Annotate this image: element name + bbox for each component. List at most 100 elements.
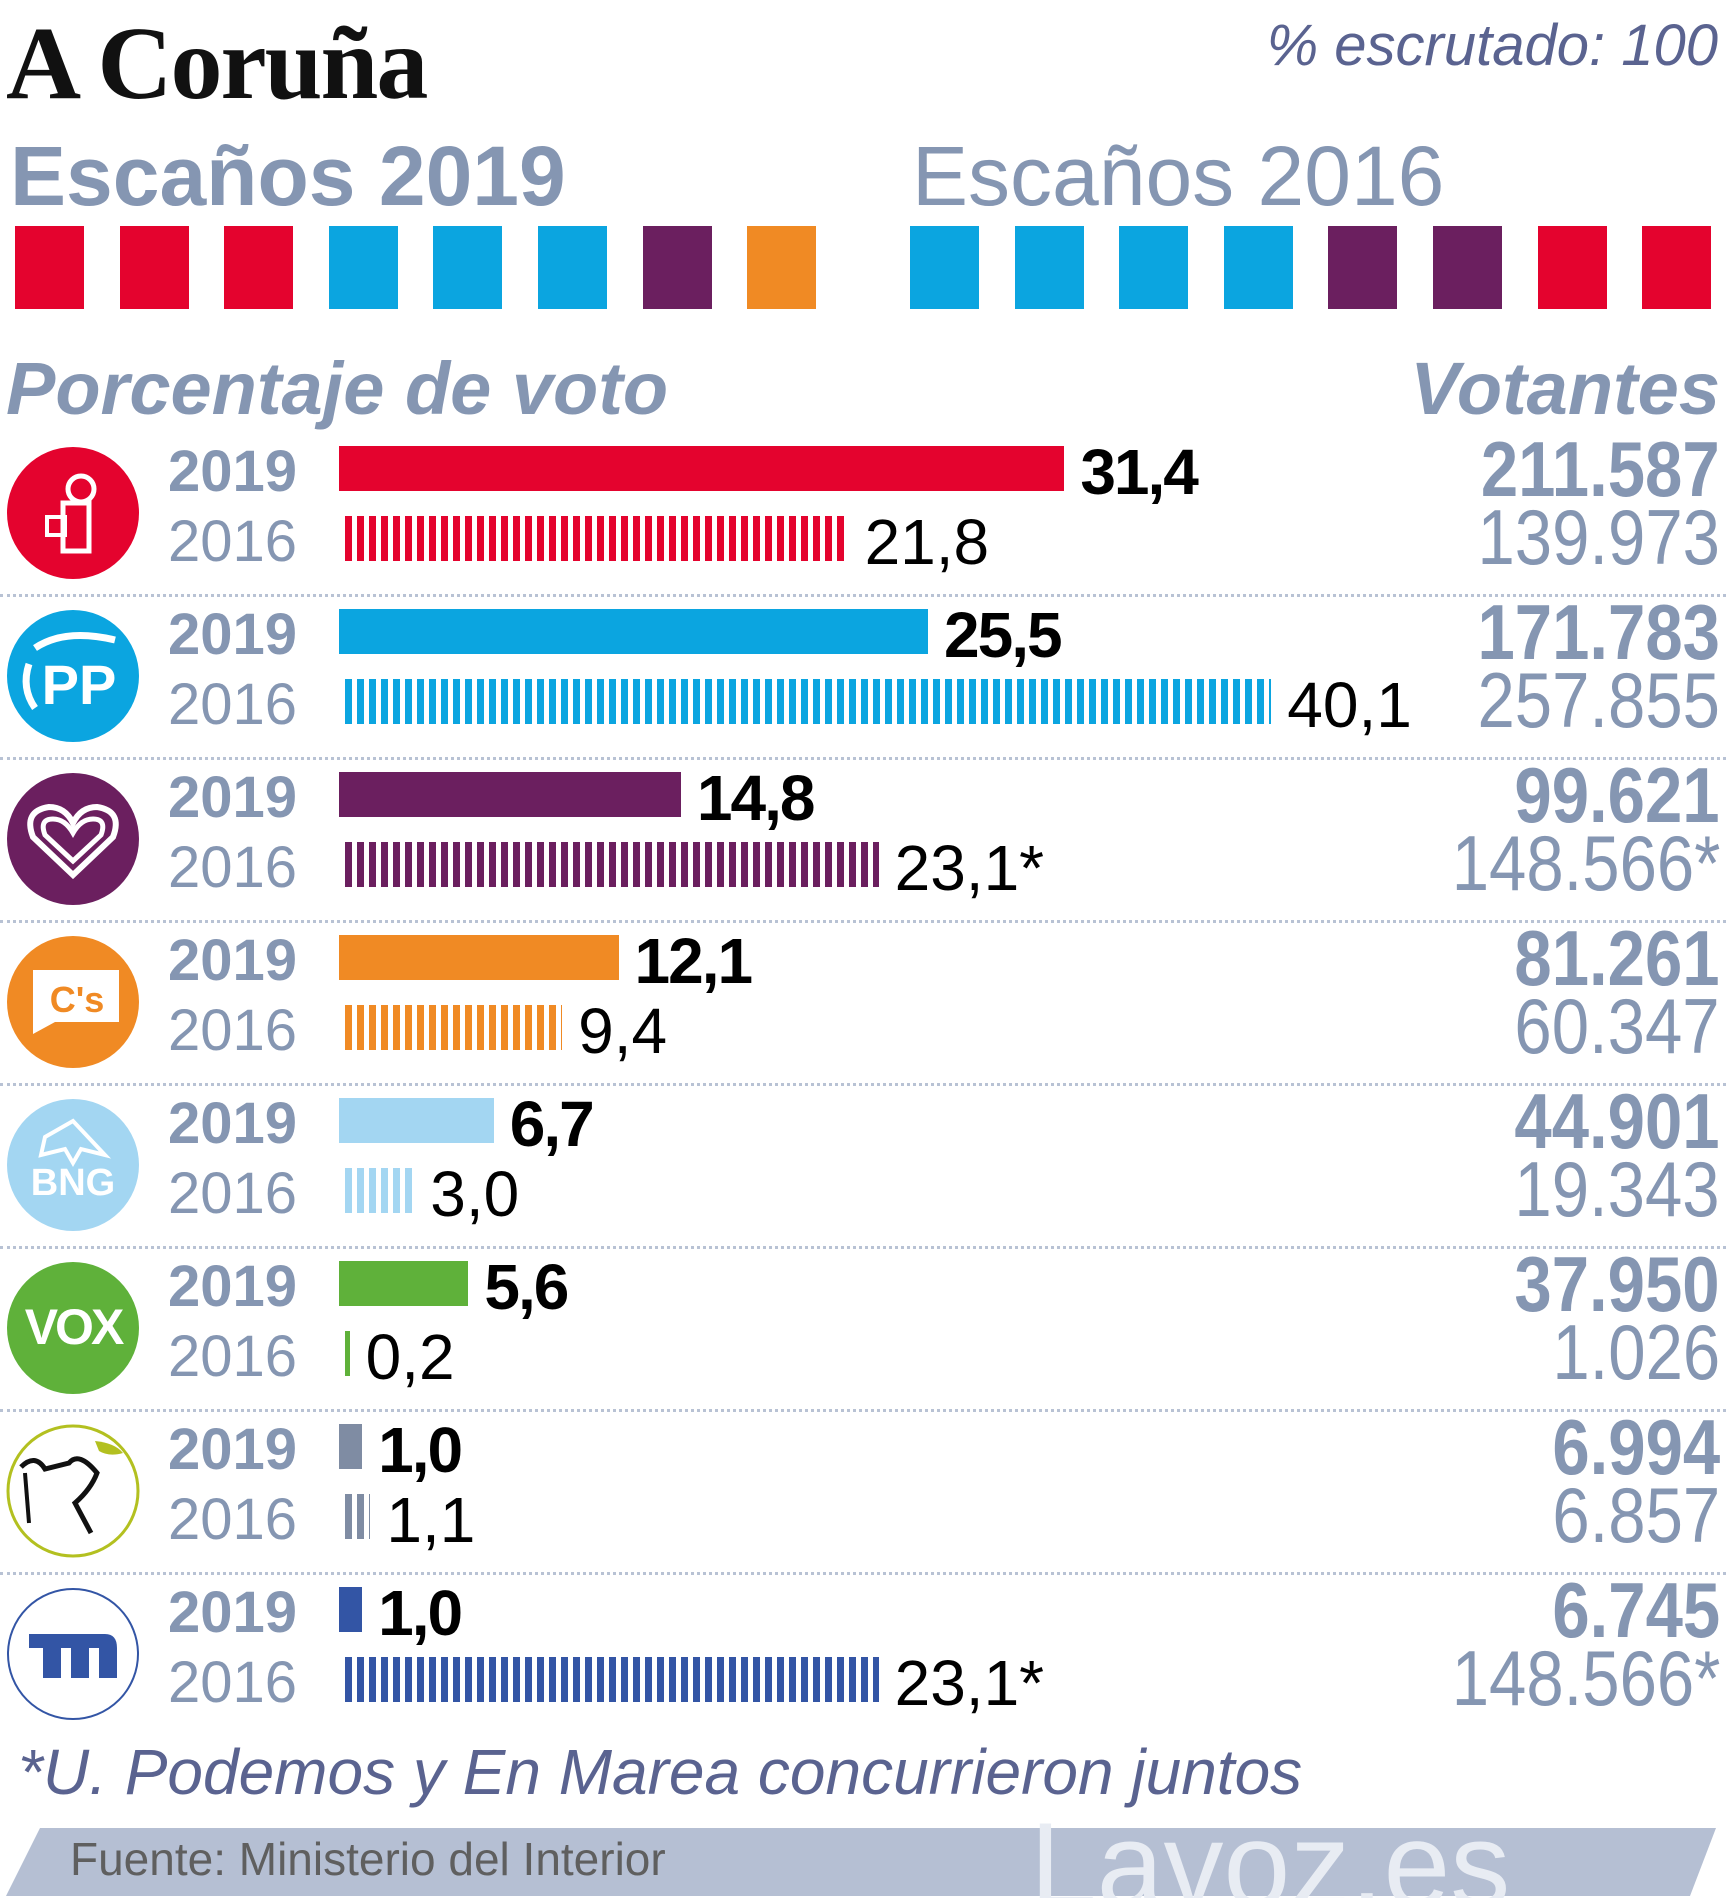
seat-2016-psoe	[1537, 226, 1607, 309]
voters-2019: 171.783	[1477, 588, 1720, 676]
bar-2016	[345, 1168, 415, 1213]
party-row-pacma: 2019 2016 1,0 1,1 6.994 6.857	[0, 1408, 1726, 1575]
value-2016: 1,1	[386, 1484, 476, 1556]
value-2016: 21,8	[864, 506, 990, 578]
year-2019-label: 2019	[168, 1254, 298, 1319]
svg-text:C's: C's	[50, 979, 105, 1020]
bar-2016	[345, 1005, 563, 1050]
seat-2019-cs	[747, 226, 817, 309]
row-separator	[0, 1572, 1726, 1575]
party-row-cs: C's 2019 2016 12,1 9,4 81.261 60.347	[0, 919, 1726, 1086]
party-row-pp: PP 2019 2016 25,5 40,1 171.783 257.855	[0, 593, 1726, 760]
bar-2016	[345, 1494, 371, 1539]
value-2016: 9,4	[578, 995, 668, 1067]
year-2016-label: 2016	[168, 509, 298, 574]
bar-2019	[339, 1587, 363, 1632]
year-2016-label: 2016	[168, 1487, 298, 1552]
vox-logo-icon: VOX	[7, 1262, 139, 1394]
seat-2019-psoe	[15, 226, 84, 309]
bar-2019	[339, 772, 681, 817]
seats-2016-title: Escaños 2016	[912, 129, 1445, 223]
svg-text:PP: PP	[42, 653, 117, 716]
value-2016: 40,1	[1287, 669, 1412, 741]
value-2019: 6,7	[509, 1088, 595, 1160]
cs-logo-icon: C's	[7, 936, 139, 1068]
bar-2019	[339, 609, 929, 654]
voters-2019: 44.901	[1514, 1077, 1720, 1165]
year-2016-label: 2016	[168, 1650, 298, 1715]
pacma-logo-icon	[6, 1424, 140, 1558]
year-2019-label: 2019	[168, 765, 298, 830]
voters-2019: 37.950	[1514, 1240, 1720, 1328]
voters-2016: 60.347	[1514, 982, 1720, 1070]
value-2019: 25,5	[944, 599, 1063, 671]
voters-title: Votantes	[1410, 347, 1720, 430]
year-2016-label: 2016	[168, 1161, 298, 1226]
voters-2016: 1.026	[1552, 1308, 1720, 1396]
value-2016: 23,1*	[894, 1647, 1045, 1719]
seat-2019-pp	[328, 226, 398, 309]
scrutinized-percent: % escrutado: 100	[1266, 13, 1718, 78]
year-2019-label: 2019	[168, 439, 298, 504]
pp-logo-icon: PP	[7, 610, 139, 742]
bng-logo-icon: BNG	[7, 1099, 139, 1231]
party-row-enmarea: 2019 2016 1,0 23,1* 6.745 148.566*	[0, 1571, 1726, 1738]
voters-2019: 211.587	[1481, 425, 1720, 513]
footer-band	[6, 1828, 1716, 1896]
voters-2019: 6.994	[1552, 1403, 1720, 1491]
value-2019: 12,1	[634, 925, 754, 997]
row-separator	[0, 594, 1726, 597]
seat-2016-pp	[1014, 226, 1084, 309]
bar-2016	[345, 1657, 879, 1702]
seat-2019-psoe	[224, 226, 294, 309]
page-title: A Coruña	[6, 6, 428, 121]
seat-2019-podemos	[642, 226, 712, 309]
row-separator	[0, 1083, 1726, 1086]
voters-2019: 81.261	[1514, 914, 1720, 1002]
seat-2016-pp	[1223, 226, 1293, 309]
year-2019-label: 2019	[168, 1417, 298, 1482]
row-separator	[0, 1409, 1726, 1412]
podemos-logo-icon	[7, 773, 139, 905]
seat-2016-pp	[1119, 226, 1189, 309]
year-2016-label: 2016	[168, 835, 298, 900]
value-2016: 3,0	[430, 1158, 520, 1230]
year-2019-label: 2019	[168, 602, 298, 667]
value-2019: 1,0	[378, 1414, 463, 1486]
year-2016-label: 2016	[168, 1324, 298, 1389]
bar-2019	[339, 1261, 469, 1306]
voters-2016: 19.343	[1514, 1145, 1720, 1233]
voters-2016: 148.566*	[1451, 819, 1720, 907]
year-2016-label: 2016	[168, 998, 298, 1063]
bar-2019	[339, 935, 619, 980]
voters-2019: 99.621	[1514, 751, 1720, 839]
voters-2016: 139.973	[1477, 493, 1720, 581]
party-row-bng: BNG 2019 2016 6,7 3,0 44.901 19.343	[0, 1082, 1726, 1249]
party-row-podemos: 2019 2016 14,8 23,1* 99.621 148.566*	[0, 756, 1726, 923]
svg-text:BNG: BNG	[31, 1162, 115, 1204]
value-2019: 14,8	[696, 762, 816, 834]
seats-2019-title: Escaños 2019	[10, 129, 566, 223]
footnote: *U. Podemos y En Marea concurrieron junt…	[18, 1736, 1303, 1808]
value-2019: 5,6	[484, 1251, 569, 1323]
voters-2016: 6.857	[1552, 1471, 1720, 1559]
year-2016-label: 2016	[168, 672, 298, 737]
value-2019: 31,4	[1080, 436, 1199, 508]
psoe-logo-icon	[7, 447, 139, 579]
bar-2016	[345, 679, 1272, 724]
bar-2016	[345, 516, 849, 561]
en-marea-logo-icon	[7, 1588, 139, 1720]
seat-2016-podemos	[1328, 226, 1398, 309]
bar-2016	[345, 1331, 350, 1376]
row-separator	[0, 1246, 1726, 1249]
seat-2016-psoe	[1642, 226, 1712, 309]
value-2016: 23,1*	[894, 832, 1045, 904]
bar-2019	[339, 1424, 363, 1469]
party-row-psoe: 2019 2016 31,4 21,8 211.587 139.973	[0, 430, 1726, 597]
bar-2019	[339, 446, 1065, 491]
source-text: Fuente: Ministerio del Interior	[70, 1833, 666, 1885]
bar-2019	[339, 1098, 494, 1143]
value-2016: 0,2	[365, 1321, 455, 1393]
voters-2016: 148.566*	[1451, 1634, 1720, 1722]
party-row-vox: VOX 2019 2016 5,6 0,2 37.950 1.026	[0, 1245, 1726, 1412]
